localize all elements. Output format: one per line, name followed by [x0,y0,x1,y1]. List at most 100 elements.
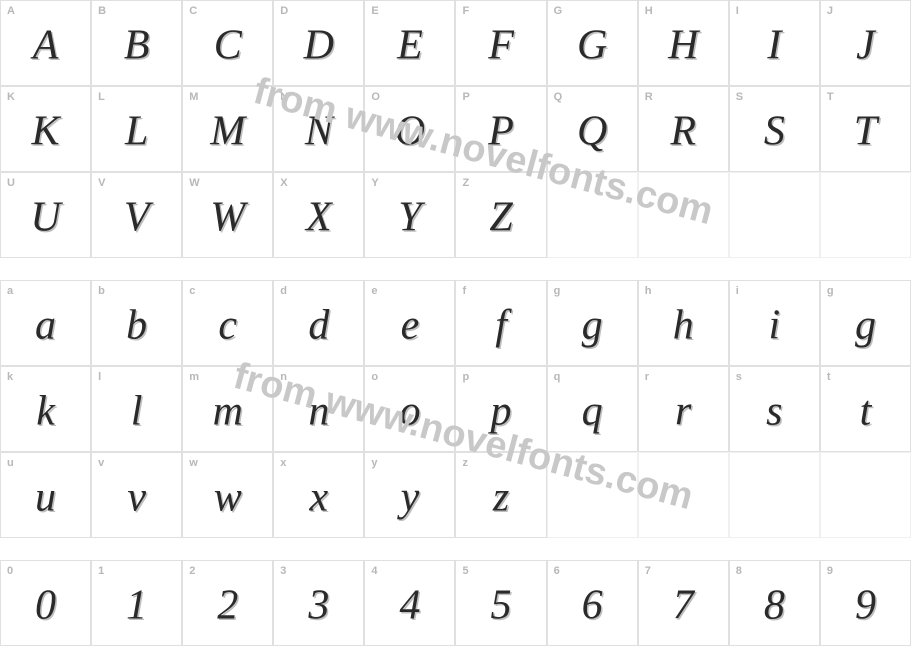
glyph-cell: 99 [820,560,911,646]
cell-glyph: L [125,107,148,155]
cell-glyph: 8 [764,581,785,629]
glyph-cell: VV [91,172,182,258]
cell-label: R [645,91,653,103]
cell-glyph: n [308,387,329,435]
cell-label: v [98,457,105,469]
cell-glyph: u [35,473,56,521]
cell-glyph: Y [398,193,421,241]
cell-label: O [371,91,380,103]
cell-label: C [189,5,197,17]
glyph-cell: 66 [547,560,638,646]
cell-label: d [280,285,287,297]
cell-label: k [7,371,14,383]
cell-glyph: S [764,107,785,155]
glyph-cell: 77 [638,560,729,646]
glyph-cell: hh [638,280,729,366]
cell-glyph: C [214,21,242,69]
glyph-cell: JJ [820,0,911,86]
cell-glyph: f [495,301,507,349]
cell-label: Q [554,91,563,103]
glyph-cell: 88 [729,560,820,646]
glyph-cell: YY [364,172,455,258]
glyph-cell: gg [820,280,911,366]
cell-glyph: q [582,387,603,435]
cell-glyph: v [127,473,146,521]
cell-glyph: 1 [126,581,147,629]
glyph-cell: 00 [0,560,91,646]
glyph-cell: ss [729,366,820,452]
cell-glyph: d [308,301,329,349]
cell-glyph: 2 [217,581,238,629]
cell-glyph: W [210,193,245,241]
cell-glyph: K [32,107,60,155]
cell-label: y [371,457,378,469]
glyph-cell: TT [820,86,911,172]
glyph-cell: UU [0,172,91,258]
cell-glyph: x [310,473,329,521]
cell-label: b [98,285,105,297]
cell-glyph: R [670,107,696,155]
cell-glyph: I [767,21,781,69]
glyph-cell: 11 [91,560,182,646]
section-digits: 00 11 22 33 44 55 66 77 88 99 [0,560,911,646]
glyph-cell: DD [273,0,364,86]
glyph-cell: KK [0,86,91,172]
cell-label: g [554,285,561,297]
cell-label: G [554,5,563,17]
glyph-cell: ll [91,366,182,452]
cell-glyph: o [399,387,420,435]
glyph-cell-empty [820,452,911,538]
cell-label: B [98,5,106,17]
cell-glyph: 3 [308,581,329,629]
glyph-cell: kk [0,366,91,452]
cell-label: 7 [645,565,652,577]
glyph-cell: ff [455,280,546,366]
cell-glyph: 7 [673,581,694,629]
glyph-cell: dd [273,280,364,366]
cell-label: l [98,371,102,383]
cell-glyph: m [213,387,243,435]
cell-label: g [827,285,834,297]
glyph-cell: FF [455,0,546,86]
glyph-cell: QQ [547,86,638,172]
font-character-map: AA BB CC DD EE FF GG HH II JJ KK LL MM N… [0,0,911,668]
glyph-cell: uu [0,452,91,538]
glyph-cell: ZZ [455,172,546,258]
glyph-cell: BB [91,0,182,86]
cell-label: p [462,371,469,383]
cell-label: T [827,91,834,103]
cell-glyph: E [397,21,423,69]
glyph-cell: CC [182,0,273,86]
cell-label: u [7,457,14,469]
glyph-cell: SS [729,86,820,172]
cell-label: o [371,371,378,383]
glyph-cell: gg [547,280,638,366]
glyph-cell: XX [273,172,364,258]
cell-glyph: w [214,473,242,521]
cell-label: L [98,91,105,103]
cell-label: Y [371,177,379,189]
glyph-cell: aa [0,280,91,366]
cell-label: m [189,371,199,383]
cell-label: E [371,5,379,17]
section-spacer [0,538,911,560]
cell-glyph: B [124,21,150,69]
cell-glyph: y [401,473,420,521]
glyph-cell: 22 [182,560,273,646]
cell-label: K [7,91,15,103]
glyph-cell: HH [638,0,729,86]
glyph-cell: mm [182,366,273,452]
cell-label: w [189,457,198,469]
cell-label: X [280,177,288,189]
cell-glyph: k [36,387,55,435]
cell-glyph: z [493,473,509,521]
cell-glyph: Q [577,107,607,155]
cell-label: I [736,5,740,17]
cell-label: q [554,371,561,383]
cell-label: 6 [554,565,561,577]
cell-label: n [280,371,287,383]
cell-label: a [7,285,14,297]
cell-glyph: t [860,387,872,435]
cell-label: H [645,5,653,17]
cell-label: S [736,91,744,103]
